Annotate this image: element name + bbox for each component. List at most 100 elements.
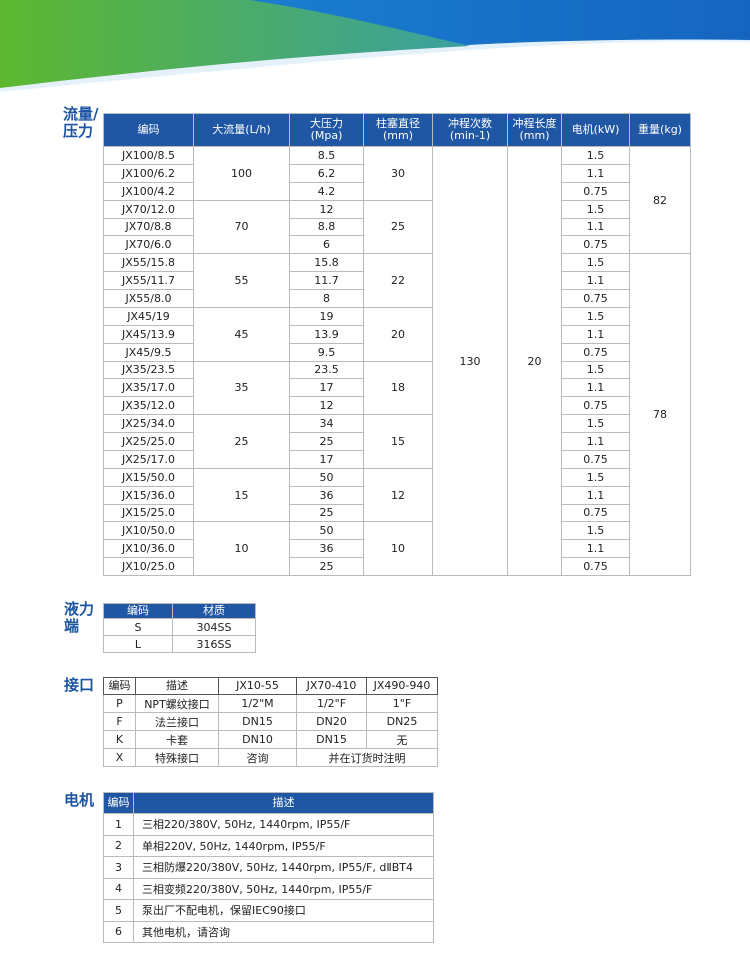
cell: JX70/12.0	[103, 199, 194, 219]
cell: 1.1	[561, 163, 630, 183]
cell: S	[103, 618, 173, 636]
header-cell: 编码	[103, 792, 134, 814]
cell: JX45/19	[103, 306, 194, 326]
row: P NPT螺纹接口 1/2"M 1/2"F 1"F	[103, 694, 438, 713]
cell: 25	[289, 432, 364, 451]
cell: X	[103, 748, 136, 767]
cell: 11.7	[289, 271, 364, 290]
cell: 1.1	[561, 217, 630, 237]
cell: 15	[193, 467, 290, 523]
cell: 单相220V, 50Hz, 1440rpm, IP55/F	[133, 834, 434, 857]
cell: 316SS	[172, 635, 256, 653]
row: F 法兰接口 DN15 DN20 DN25	[103, 712, 438, 731]
header-cell: 描述	[135, 677, 219, 695]
cell: JX10/25.0	[103, 557, 194, 576]
row: 1 三相220/380V, 50Hz, 1440rpm, IP55/F	[103, 813, 434, 836]
cell: K	[103, 730, 136, 749]
cell: 25	[289, 503, 364, 523]
cell: 22	[363, 253, 433, 308]
cell: 18	[363, 360, 433, 416]
header-cell: 描述	[133, 792, 434, 814]
cell: DN15	[296, 730, 367, 749]
cell: JX35/17.0	[103, 378, 194, 398]
wave-green	[0, 0, 470, 88]
cell: 5	[103, 899, 134, 922]
header-line: 柱塞直径	[376, 117, 420, 130]
cell: 1.5	[561, 146, 630, 165]
header-row: 编码 描述 JX10-55 JX70-410 JX490-940	[103, 677, 438, 695]
cell: JX100/8.5	[103, 146, 194, 165]
cell: 0.75	[561, 396, 630, 416]
cell: JX15/36.0	[103, 485, 194, 505]
cell: P	[103, 694, 136, 713]
cell: 1.5	[561, 360, 630, 380]
cell: 20	[507, 146, 562, 576]
cell: 2	[103, 834, 134, 857]
cell: 1.5	[561, 467, 630, 487]
cell: JX15/25.0	[103, 503, 194, 523]
cell: JX25/25.0	[103, 432, 194, 451]
header-cell: 重量(kg)	[629, 113, 691, 147]
cell: DN15	[218, 712, 297, 731]
row: JX35/23.5 35 23.5 18 1.5	[103, 360, 691, 416]
row: JX10/25.0 25 0.75	[103, 557, 691, 576]
header-cell: JX70-410	[296, 677, 367, 695]
row: JX10/50.0 10 50 10 1.5	[103, 521, 691, 576]
cell: JX70/8.8	[103, 217, 194, 237]
cell: 1.5	[561, 253, 630, 273]
section-label: 接口	[64, 676, 95, 694]
cell: 13.9	[289, 324, 364, 344]
header-line: 冲程次数	[448, 117, 492, 130]
cell: 无	[366, 730, 438, 749]
cell: 19	[289, 306, 364, 326]
header-wave	[0, 0, 750, 92]
cell: 35	[193, 360, 290, 416]
row: L 316SS	[103, 635, 256, 653]
row: 3 三相防爆220/380V, 50Hz, 1440rpm, IP55/F, dⅡ…	[103, 856, 434, 879]
cell: JX35/12.0	[103, 396, 194, 416]
row: JX55/15.8 55 15.8 22 1.5 78	[103, 253, 691, 576]
cell: JX55/15.8	[103, 253, 194, 273]
header-line: (min-1)	[449, 129, 491, 142]
cell: 1.1	[561, 539, 630, 559]
cell: 1.5	[561, 414, 630, 433]
cell: 304SS	[172, 618, 256, 636]
cell: 三相变频220/380V, 50Hz, 1440rpm, IP55/F	[133, 877, 434, 900]
row: 2 单相220V, 50Hz, 1440rpm, IP55/F	[103, 834, 434, 857]
cell: 其他电机，请咨询	[133, 920, 434, 943]
section-label: 流量/压力	[63, 105, 99, 140]
cell: 30	[363, 146, 433, 201]
cell: 12	[289, 199, 364, 219]
cell: JX45/13.9	[103, 324, 194, 344]
cell: 1.1	[561, 271, 630, 290]
cell: 咨询	[218, 748, 297, 767]
row: JX15/50.0 15 50 12 1.5	[103, 467, 691, 523]
row: X 特殊接口 咨询 并在订货时注明	[103, 748, 438, 767]
cell: JX35/23.5	[103, 360, 194, 380]
cell: 8.8	[289, 217, 364, 237]
wave-blue	[230, 0, 750, 48]
cell: JX25/17.0	[103, 449, 194, 469]
cell: DN10	[218, 730, 297, 749]
header-cell: 大压力 (Mpa)	[289, 113, 364, 147]
cell: 0.75	[561, 503, 630, 523]
header-cell: JX490-940	[366, 677, 438, 695]
cell: 0.75	[561, 557, 630, 576]
row: K 卡套 DN10 DN15 无	[103, 730, 438, 749]
connection-table: 编码 描述 JX10-55 JX70-410 JX490-940 P NPT螺纹接口 1/2"…	[103, 677, 438, 767]
cell: 25	[289, 557, 364, 576]
cell: 82	[629, 145, 691, 255]
flow-pressure-table: 编码 大流量(L/h) 大压力 (Mpa) 柱塞直径 (mm) 冲程次数 (min-1) 冲程长…	[103, 113, 691, 576]
row: JX45/9.5 9.5 0.75	[103, 342, 691, 362]
cell: 1.1	[561, 378, 630, 398]
header-line: 大压力	[310, 117, 343, 130]
cell: 23.5	[289, 360, 364, 380]
header-row: 编码 材质	[103, 603, 256, 619]
row: 5 泵出厂不配电机，保留IEC90接口	[103, 899, 434, 922]
cell: F	[103, 712, 136, 731]
cell: NPT螺纹接口	[135, 694, 219, 713]
header-cell: 大流量(L/h)	[193, 113, 290, 147]
cell: 0.75	[561, 342, 630, 362]
cell: 10	[193, 521, 290, 576]
cell: JX10/50.0	[103, 521, 194, 541]
